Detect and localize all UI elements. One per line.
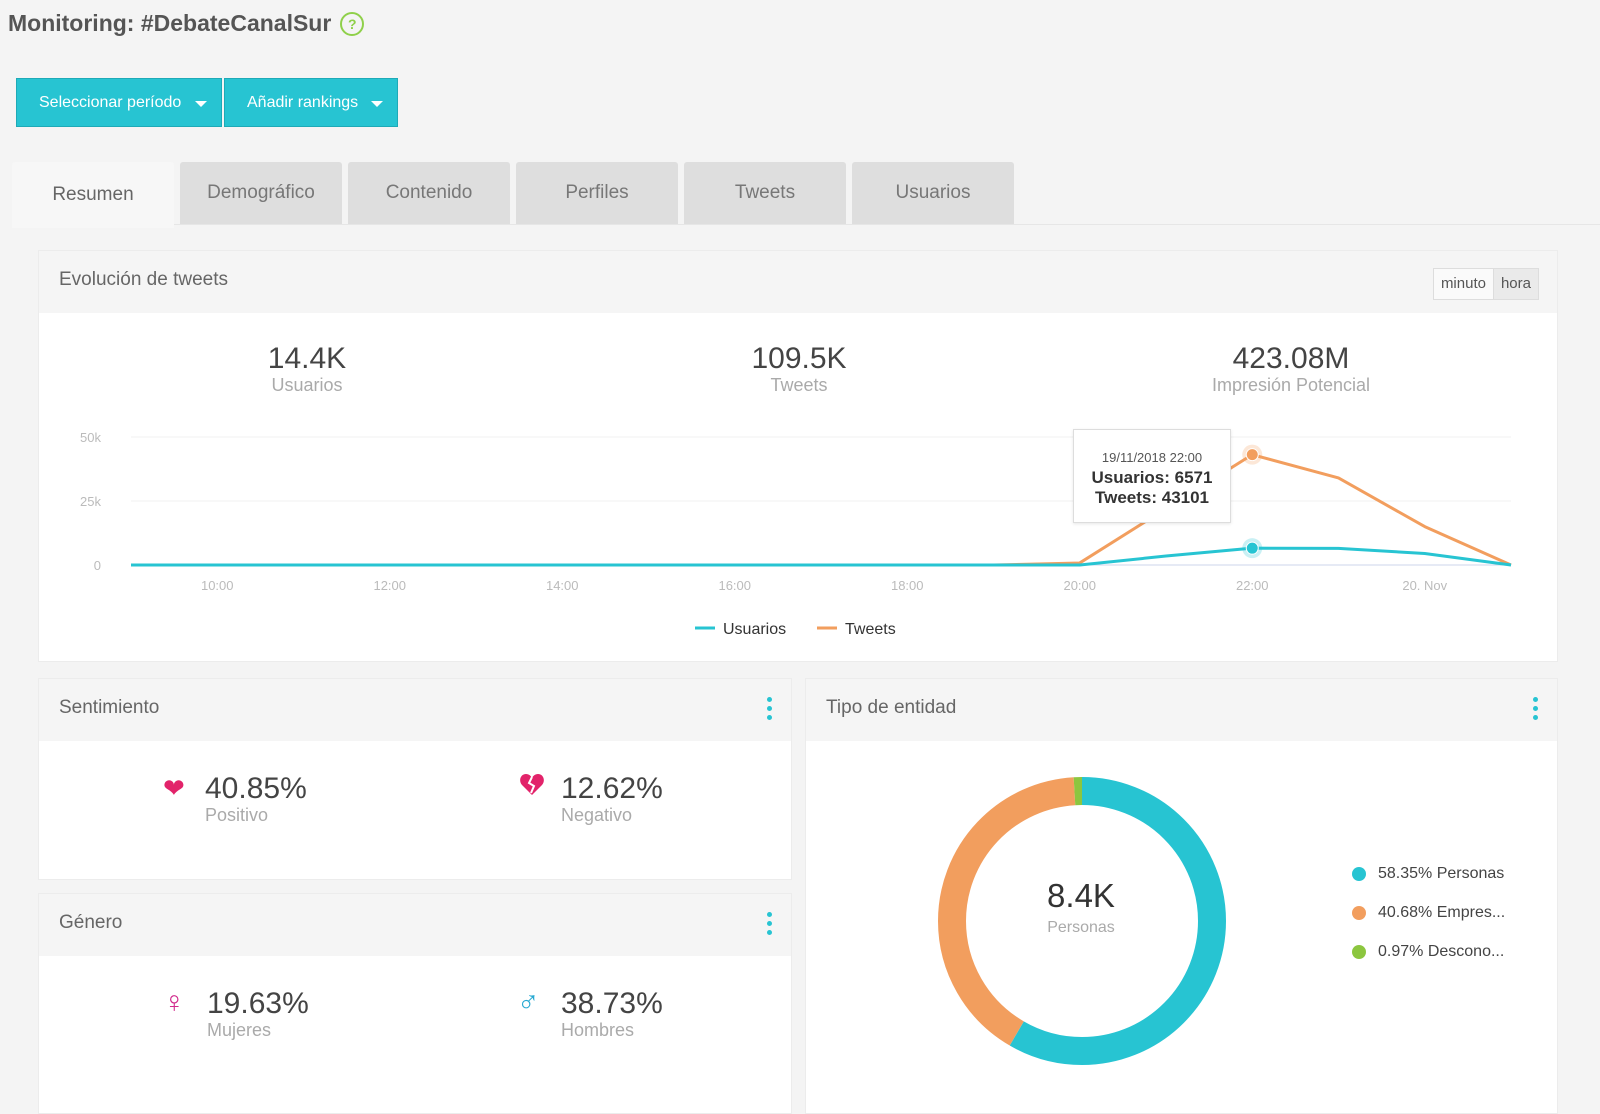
legend-label: 40.68% Empres... bbox=[1378, 904, 1506, 921]
tab-bar: Resumen Demográfico Contenido Perfiles T… bbox=[12, 162, 1020, 228]
legend-item-desconocido[interactable]: 0.97% Descono... bbox=[1352, 943, 1504, 961]
gender-female: ♀ 19.63% Mujeres bbox=[163, 986, 309, 1041]
x-tick-label: 22:00 bbox=[1236, 578, 1269, 593]
legend-item-empresas[interactable]: 40.68% Empres... bbox=[1352, 904, 1505, 922]
panel-title: Sentimiento bbox=[59, 697, 160, 718]
legend-label: 58.35% Personas bbox=[1378, 865, 1505, 882]
legend-item-personas[interactable]: 58.35% Personas bbox=[1352, 865, 1504, 883]
page-title-text: Monitoring: #DebateCanalSur bbox=[8, 10, 332, 36]
page-title: Monitoring: #DebateCanalSur ? bbox=[8, 10, 365, 37]
legend-dot bbox=[1352, 867, 1366, 881]
legend-item-tweets[interactable]: Tweets bbox=[817, 621, 896, 638]
tooltip-date: 19/11/2018 22:00 bbox=[1101, 450, 1203, 465]
legend-dot bbox=[1352, 945, 1366, 959]
caret-down-icon bbox=[195, 101, 207, 107]
tabs-divider bbox=[12, 224, 1600, 225]
donut-center-value: 8.4K bbox=[1047, 877, 1115, 914]
donut-slice-1[interactable] bbox=[938, 777, 1226, 1065]
x-tick-label: 10:00 bbox=[201, 578, 234, 593]
y-tick-label: 25k bbox=[80, 494, 101, 509]
select-period-label: Seleccionar período bbox=[39, 93, 182, 111]
y-tick-label: 0 bbox=[94, 558, 101, 573]
toggle-minute[interactable]: minuto bbox=[1440, 275, 1486, 292]
stat-label: Negativo bbox=[561, 805, 633, 825]
tab-demografico[interactable]: Demográfico bbox=[180, 162, 342, 224]
line-chart: 0 25k 50k 10:00 12:00 14:00 16:00 18:00 20:00 22:… bbox=[80, 430, 1512, 638]
metric-label: Impresión Potencial bbox=[1211, 375, 1371, 395]
metric-value: 109.5K bbox=[751, 342, 847, 375]
panel-title: Género bbox=[59, 912, 123, 933]
data-point-usuarios[interactable] bbox=[1245, 541, 1259, 555]
tab-contenido[interactable]: Contenido bbox=[348, 162, 510, 224]
add-rankings-button[interactable]: Añadir rankings bbox=[224, 78, 398, 127]
tooltip-users: Usuarios: 6571 bbox=[1091, 468, 1213, 487]
legend-label: Tweets bbox=[845, 621, 896, 638]
panel-header: Tipo de entidad bbox=[806, 679, 1557, 741]
metric-value: 14.4K bbox=[267, 342, 347, 375]
panel-title: Evolución de tweets bbox=[59, 269, 228, 290]
panel-header: Evolución de tweets minuto hora bbox=[39, 251, 1557, 313]
tab-resumen[interactable]: Resumen bbox=[12, 162, 174, 228]
donut-chart bbox=[938, 777, 1226, 1065]
stat-value: 40.85% bbox=[205, 772, 307, 805]
x-tick-label: 18:00 bbox=[891, 578, 924, 593]
series-line-usuarios bbox=[131, 546, 1512, 567]
legend-item-usuarios[interactable]: Usuarios bbox=[695, 621, 786, 638]
male-symbol-icon: ♂ bbox=[517, 986, 540, 1019]
chart-tooltip: 19/11/2018 22:00 Usuarios: 6571 Tweets: … bbox=[1073, 429, 1231, 523]
x-tick-label: 20. Nov bbox=[1402, 578, 1447, 593]
sentiment-panel: Sentimiento ❤ 40.85% Positivo 12.62% Neg… bbox=[38, 678, 792, 880]
panel-title: Tipo de entidad bbox=[826, 697, 957, 718]
tab-tweets[interactable]: Tweets bbox=[684, 162, 846, 224]
female-symbol-icon: ♀ bbox=[163, 986, 186, 1019]
help-icon[interactable]: ? bbox=[340, 11, 365, 36]
tab-perfiles[interactable]: Perfiles bbox=[516, 162, 678, 224]
x-tick-label: 16:00 bbox=[718, 578, 751, 593]
stat-value: 38.73% bbox=[561, 987, 663, 1020]
metric-impressions: 423.08M Impresión Potencial bbox=[1141, 343, 1441, 396]
metric-tweets: 109.5K Tweets bbox=[649, 343, 949, 396]
panel-header: Sentimiento bbox=[39, 679, 791, 741]
metric-label: Usuarios bbox=[271, 375, 343, 395]
tab-usuarios[interactable]: Usuarios bbox=[852, 162, 1014, 224]
more-options-icon[interactable] bbox=[767, 912, 773, 939]
metric-label: Tweets bbox=[770, 375, 828, 395]
donut-center: 8.4K Personas bbox=[981, 877, 1181, 937]
y-tick-label: 50k bbox=[80, 430, 101, 445]
x-tick-label: 14:00 bbox=[546, 578, 579, 593]
stat-value: 12.62% bbox=[561, 772, 663, 805]
heart-icon: ❤ bbox=[163, 773, 185, 803]
sentiment-negative: 12.62% Negativo bbox=[520, 772, 663, 826]
stat-value: 19.63% bbox=[207, 987, 309, 1020]
caret-down-icon bbox=[371, 101, 383, 107]
legend-label: Usuarios bbox=[723, 621, 786, 638]
tooltip-tweets: Tweets: 43101 bbox=[1094, 488, 1210, 507]
add-rankings-label: Añadir rankings bbox=[247, 93, 359, 111]
donut-center-label: Personas bbox=[1047, 919, 1115, 936]
stat-label: Positivo bbox=[205, 805, 269, 825]
data-point-tweets[interactable] bbox=[1245, 448, 1259, 462]
stat-label: Mujeres bbox=[207, 1020, 272, 1040]
tweet-evolution-panel: Evolución de tweets minuto hora 14.4K Us… bbox=[38, 250, 1558, 662]
entity-type-panel: Tipo de entidad 8.4K Personas 58.35% Per… bbox=[805, 678, 1558, 1114]
metric-value: 423.08M bbox=[1232, 342, 1350, 375]
x-tick-label: 20:00 bbox=[1063, 578, 1096, 593]
toggle-hour[interactable]: hora bbox=[1492, 269, 1538, 299]
donut-slice-2[interactable] bbox=[938, 777, 1226, 1065]
panel-header: Género bbox=[39, 894, 791, 956]
x-tick-label: 12:00 bbox=[373, 578, 406, 593]
gender-male: ♂ 38.73% Hombres bbox=[517, 986, 663, 1041]
select-period-button[interactable]: Seleccionar período bbox=[16, 78, 222, 127]
legend-dot bbox=[1352, 906, 1366, 920]
broken-heart-icon bbox=[519, 773, 545, 804]
granularity-toggle: minuto hora bbox=[1432, 268, 1539, 300]
gender-panel: Género ♀ 19.63% Mujeres ♂ 38.73% Hombres bbox=[38, 893, 792, 1114]
legend-label: 0.97% Descono... bbox=[1378, 943, 1505, 960]
more-options-icon[interactable] bbox=[1533, 697, 1539, 724]
stat-label: Hombres bbox=[561, 1020, 635, 1040]
metric-users: 14.4K Usuarios bbox=[157, 343, 457, 396]
sentiment-positive: ❤ 40.85% Positivo bbox=[163, 772, 307, 826]
more-options-icon[interactable] bbox=[767, 697, 773, 724]
